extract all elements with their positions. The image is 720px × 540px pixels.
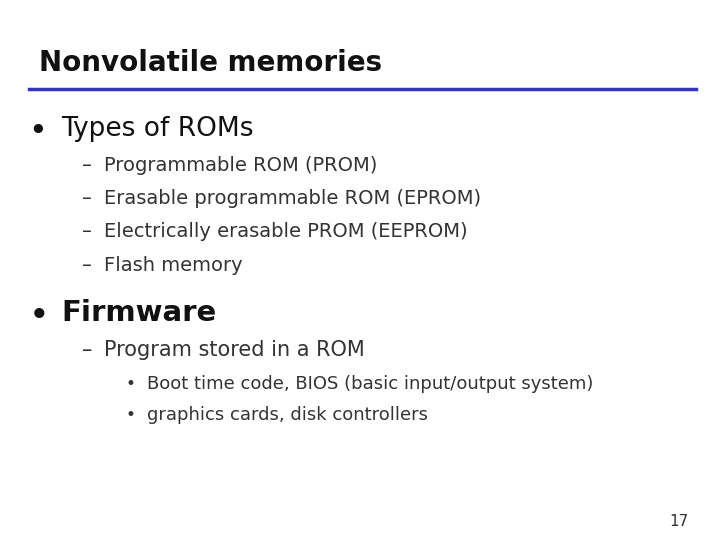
Text: Electrically erasable PROM (EEPROM): Electrically erasable PROM (EEPROM)	[104, 222, 467, 241]
Text: Erasable programmable ROM (EPROM): Erasable programmable ROM (EPROM)	[104, 189, 481, 208]
Text: –: –	[83, 189, 92, 208]
Text: •: •	[125, 406, 135, 424]
Text: –: –	[83, 222, 92, 241]
Text: Firmware: Firmware	[61, 299, 216, 327]
Text: •: •	[125, 375, 135, 393]
Text: •: •	[29, 116, 48, 147]
Text: graphics cards, disk controllers: graphics cards, disk controllers	[147, 406, 428, 424]
Text: –: –	[83, 340, 93, 360]
Text: •: •	[29, 299, 49, 333]
Text: 17: 17	[670, 514, 688, 529]
Text: Program stored in a ROM: Program stored in a ROM	[104, 340, 365, 360]
Text: Types of ROMs: Types of ROMs	[61, 116, 253, 142]
Text: –: –	[83, 156, 92, 174]
Text: Flash memory: Flash memory	[104, 256, 243, 275]
Text: Programmable ROM (PROM): Programmable ROM (PROM)	[104, 156, 377, 174]
Text: Boot time code, BIOS (basic input/output system): Boot time code, BIOS (basic input/output…	[147, 375, 593, 393]
Text: Nonvolatile memories: Nonvolatile memories	[40, 49, 382, 77]
Text: –: –	[83, 256, 92, 275]
